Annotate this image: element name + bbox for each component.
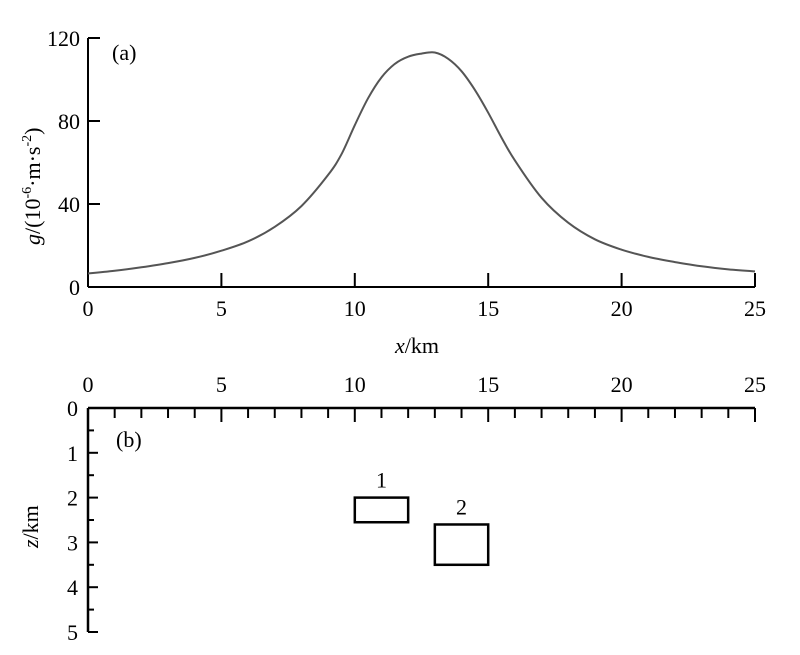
panel-a-x-axis-label: x/km bbox=[394, 333, 439, 358]
panel-b-z-tick-label: 3 bbox=[67, 530, 78, 555]
panel-b-bodies: 12 bbox=[353, 468, 490, 567]
panel-a-x-tick-label: 20 bbox=[611, 296, 633, 321]
panel-a-y-tick-label: 80 bbox=[58, 109, 80, 134]
panel-b-x-tick-label: 20 bbox=[611, 372, 633, 397]
panel-a-x-ticks: 0 5 10 15 20 25 bbox=[83, 273, 766, 321]
panel-b-x-tick-label: 5 bbox=[216, 372, 227, 397]
panel-a-y-axis-label: g/(10-6·m·s-2) bbox=[20, 128, 45, 245]
panel-b-x-tick-label: 0 bbox=[83, 372, 94, 397]
panel-a-x-tick-label: 15 bbox=[477, 296, 499, 321]
panel-a-label: (a) bbox=[112, 40, 136, 65]
panel-a: 0 5 10 15 20 25 0 40 80 120 (a) x/km g/(10-6·m·s… bbox=[20, 26, 766, 358]
panel-a-x-tick-label: 25 bbox=[744, 296, 766, 321]
panel-a-series-line bbox=[87, 51, 756, 275]
panel-a-y-tick-label: 120 bbox=[47, 26, 80, 51]
panel-b-z-ticks: 0 1 2 3 4 5 bbox=[67, 396, 98, 645]
panel-b-x-tick-label: 25 bbox=[744, 372, 766, 397]
panel-b-z-tick-label: 1 bbox=[67, 441, 78, 466]
panel-b-x-tick-label: 10 bbox=[344, 372, 366, 397]
panel-a-x-tick-label: 0 bbox=[83, 296, 94, 321]
body-1-label: 1 bbox=[376, 468, 387, 493]
panel-b-x-ticks: 0 5 10 15 20 25 bbox=[83, 372, 766, 422]
panel-a-y-tick-label: 40 bbox=[58, 192, 80, 217]
panel-b-z-tick-label: 4 bbox=[67, 575, 78, 600]
body-1-rect bbox=[353, 496, 410, 524]
panel-a-x-tick-label: 10 bbox=[344, 296, 366, 321]
panel-b-label: (b) bbox=[116, 427, 142, 452]
panel-b-x-tick-label: 15 bbox=[477, 372, 499, 397]
panel-b-z-tick-label: 2 bbox=[67, 486, 78, 511]
panel-a-y-tick-label: 0 bbox=[69, 275, 80, 300]
panel-b-z-tick-label: 0 bbox=[67, 396, 78, 421]
panel-a-y-ticks: 0 40 80 120 bbox=[47, 26, 100, 300]
panel-a-x-tick-label: 5 bbox=[216, 296, 227, 321]
panel-b-z-tick-label: 5 bbox=[67, 620, 78, 645]
body-2-rect bbox=[433, 523, 490, 567]
body-2-label: 2 bbox=[456, 494, 467, 519]
panel-b-z-axis-label: z/km bbox=[18, 505, 43, 549]
